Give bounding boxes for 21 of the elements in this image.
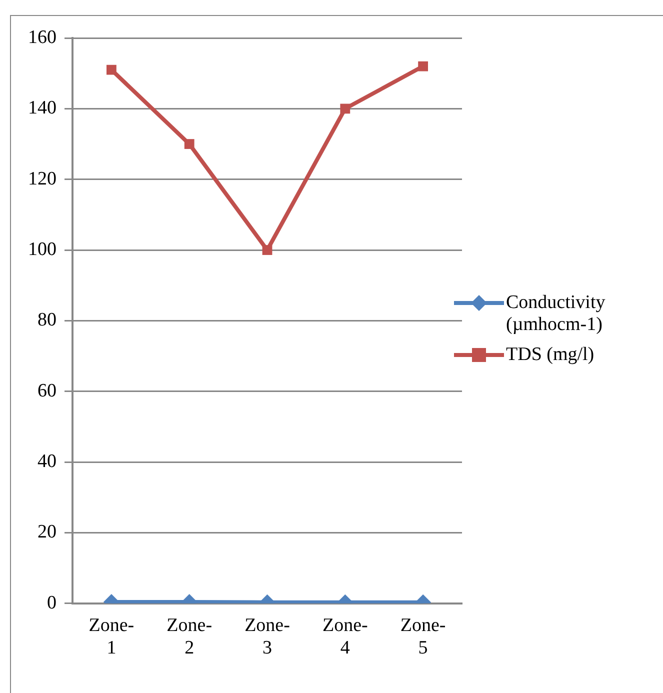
point [106, 64, 116, 75]
y-tick-label: 60 [38, 380, 56, 402]
point [184, 139, 194, 149]
x-tick-label: Zone-4 [322, 614, 368, 659]
y-tick-label: 80 [38, 310, 56, 331]
y-tick-label: 140 [28, 98, 56, 119]
y-tick-label: 20 [38, 522, 56, 543]
y-tick-label: 100 [28, 239, 56, 260]
y-tick-label: 160 [28, 26, 56, 48]
point [262, 245, 272, 255]
y-tick-label: 0 [47, 592, 56, 614]
legend-label: TDS (mg/l) [506, 344, 596, 366]
x-tick-label: Zone-1 [88, 614, 134, 659]
point [418, 61, 428, 72]
x-tick-label: Zone-3 [244, 614, 290, 659]
point [340, 104, 350, 114]
legend-label: Conductivity (µmhocm-1) [506, 292, 606, 336]
y-tick-label: 120 [28, 168, 56, 190]
x-tick-label: Zone-2 [166, 614, 212, 659]
y-tick-label: 40 [38, 451, 56, 472]
x-tick-label: Zone-5 [400, 614, 446, 659]
